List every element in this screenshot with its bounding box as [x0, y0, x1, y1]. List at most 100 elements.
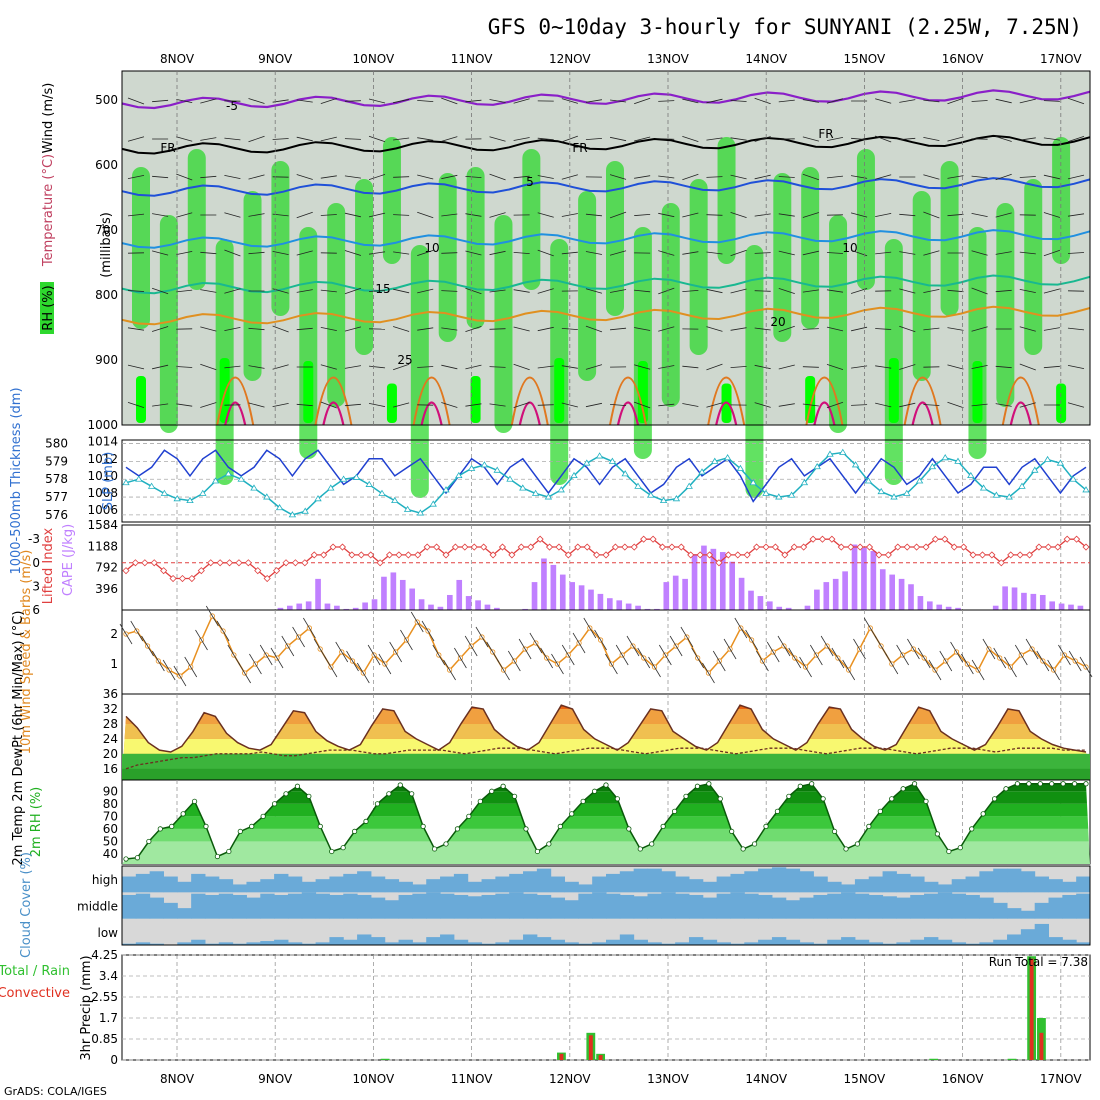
rh2m-point	[694, 783, 701, 789]
thickness-point	[173, 495, 181, 502]
rh-saturated-patch	[805, 376, 816, 423]
isotherm-line	[121, 274, 1091, 295]
thickness-point	[864, 477, 873, 484]
cloud-high-bar	[1020, 871, 1036, 893]
wind-barb-10m	[152, 650, 165, 672]
wind-barb-10m	[205, 605, 219, 627]
cloud-low-bar	[730, 943, 745, 945]
wind-barb-10m	[119, 623, 133, 645]
date-label-top: 17NOV	[1040, 52, 1082, 66]
wind-barb	[417, 366, 434, 368]
wind-barb	[995, 98, 1012, 104]
cloud-low-bar	[550, 939, 566, 945]
cloud-middle-bar	[813, 894, 828, 919]
temp-tick-label: 20	[103, 747, 118, 761]
wind-barb-10m	[1068, 650, 1082, 672]
cloud-high-bar	[274, 873, 289, 893]
lifted-index-point	[809, 535, 817, 543]
wind-barb	[537, 175, 554, 179]
cloud-high-bar	[716, 876, 731, 893]
rh2m-point	[877, 808, 883, 814]
wind-barb	[754, 252, 771, 254]
wind-barb	[296, 327, 313, 331]
rh2m-point	[340, 845, 346, 851]
date-label-bottom: 10NOV	[353, 1072, 395, 1086]
wind-barb-10m	[464, 635, 478, 657]
cape-bar	[842, 571, 848, 610]
wind-barb	[561, 135, 578, 143]
rh2m-point	[317, 823, 323, 829]
cloud-middle-bar	[398, 894, 413, 919]
rh2m-point	[820, 796, 826, 802]
cape-bar	[672, 575, 679, 610]
wind-barb	[802, 289, 819, 293]
slp-tick-label: 1014	[87, 435, 118, 449]
cloud-high-bar	[191, 873, 206, 893]
wind-barb	[1043, 249, 1061, 257]
cloud-high-bar	[1034, 876, 1050, 893]
cloud-high-bar	[592, 876, 607, 893]
wind-barb-10m	[1079, 656, 1093, 678]
thickness-point	[416, 509, 425, 516]
cloud-middle-bar	[771, 897, 787, 919]
wind-barb-10m	[238, 662, 251, 684]
pressure-tick-label: 600	[95, 158, 118, 172]
wind-barb	[368, 135, 386, 143]
wind-barb	[923, 289, 940, 293]
cape-bar	[465, 596, 472, 610]
isotherm-label: 10	[842, 241, 857, 255]
cloud-middle-bar	[453, 894, 469, 919]
wind-barb-10m	[572, 632, 586, 654]
cloud-low-bar	[854, 939, 870, 945]
wind-barb	[1043, 365, 1060, 369]
precip-total-bar	[929, 1058, 939, 1060]
rh2m-point	[1003, 786, 1009, 792]
rh2m-point	[889, 796, 895, 802]
rh2m-point	[546, 841, 552, 847]
cape-bar	[588, 589, 594, 610]
rh2m-point	[466, 813, 472, 819]
rh-moist-column	[606, 161, 624, 316]
cape-bar	[945, 606, 952, 610]
cape-bar	[277, 607, 284, 610]
isotherm-25-loop	[609, 376, 647, 426]
wind-barb	[489, 173, 506, 181]
cloud-high-bar	[343, 873, 358, 893]
wind-barb	[730, 100, 747, 102]
lifted-index-point	[1035, 543, 1043, 551]
wind-barb	[609, 211, 627, 219]
rh2m-point	[169, 823, 175, 829]
wind-barb	[875, 213, 892, 217]
cloud-middle-bar	[467, 896, 483, 919]
lifted-index-point	[404, 551, 412, 559]
thickness-point	[327, 484, 335, 491]
cloud-low-bar	[122, 943, 137, 945]
cape-bar	[484, 604, 491, 610]
lifted-index-point	[621, 543, 629, 551]
wind-barb-10m	[1036, 650, 1050, 672]
rh-moist-column	[578, 191, 597, 381]
cape-bar	[889, 574, 895, 610]
wind-barb	[730, 327, 747, 331]
wind-barb	[802, 136, 819, 142]
cape-bar	[861, 547, 867, 610]
cloud-high-bar	[854, 879, 870, 893]
wind-barb	[634, 364, 651, 370]
cloud-high-bar	[702, 881, 718, 893]
wind-barb	[1043, 288, 1060, 294]
cloud-middle-bar	[426, 892, 441, 919]
wind-barb	[658, 100, 675, 102]
cloud-high-bar	[398, 881, 413, 893]
wind-barb	[272, 251, 289, 255]
wind-barb-10m	[561, 644, 575, 666]
thickness-point	[493, 466, 501, 473]
cloud-high-bar	[536, 868, 552, 893]
wind-barb-10m	[195, 629, 208, 651]
cloud-middle-bar	[841, 892, 856, 919]
cloud-low-bar	[979, 942, 994, 945]
lifted-index-point	[517, 543, 525, 551]
cloud-low-bar	[246, 942, 261, 945]
wind-barb	[1067, 136, 1085, 142]
lifted-index-point	[480, 543, 488, 551]
wind-barb-10m	[939, 650, 953, 672]
